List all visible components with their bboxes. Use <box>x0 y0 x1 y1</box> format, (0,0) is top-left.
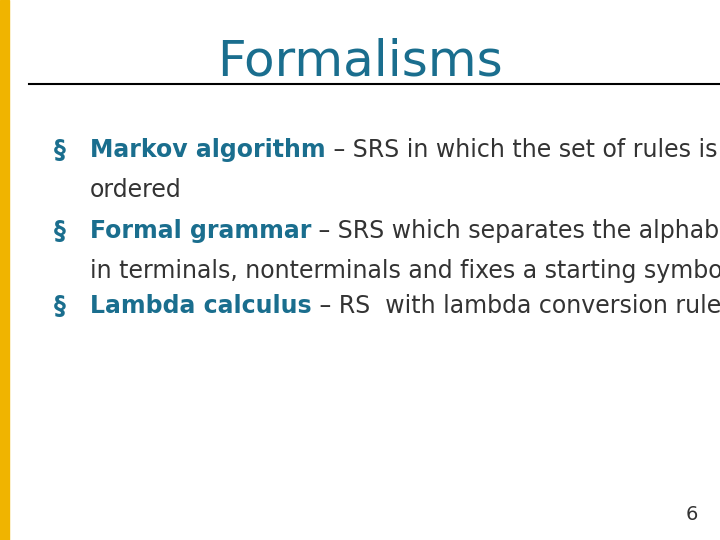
Text: Formalisms: Formalisms <box>217 38 503 86</box>
Text: Lambda calculus: Lambda calculus <box>90 294 312 318</box>
Text: – RS  with lambda conversion rules: – RS with lambda conversion rules <box>312 294 720 318</box>
Text: §: § <box>54 219 66 242</box>
Text: Markov algorithm: Markov algorithm <box>90 138 325 161</box>
Text: in terminals, nonterminals and fixes a starting symbol: in terminals, nonterminals and fixes a s… <box>90 259 720 283</box>
Bar <box>0 0 9 540</box>
Text: – SRS in which the set of rules is: – SRS in which the set of rules is <box>325 138 717 161</box>
Text: ordered: ordered <box>90 178 181 202</box>
Text: – SRS which separates the alphabet: – SRS which separates the alphabet <box>311 219 720 242</box>
Text: 6: 6 <box>686 505 698 524</box>
Text: Formal grammar: Formal grammar <box>90 219 311 242</box>
Text: §: § <box>54 138 66 161</box>
Text: §: § <box>54 294 66 318</box>
